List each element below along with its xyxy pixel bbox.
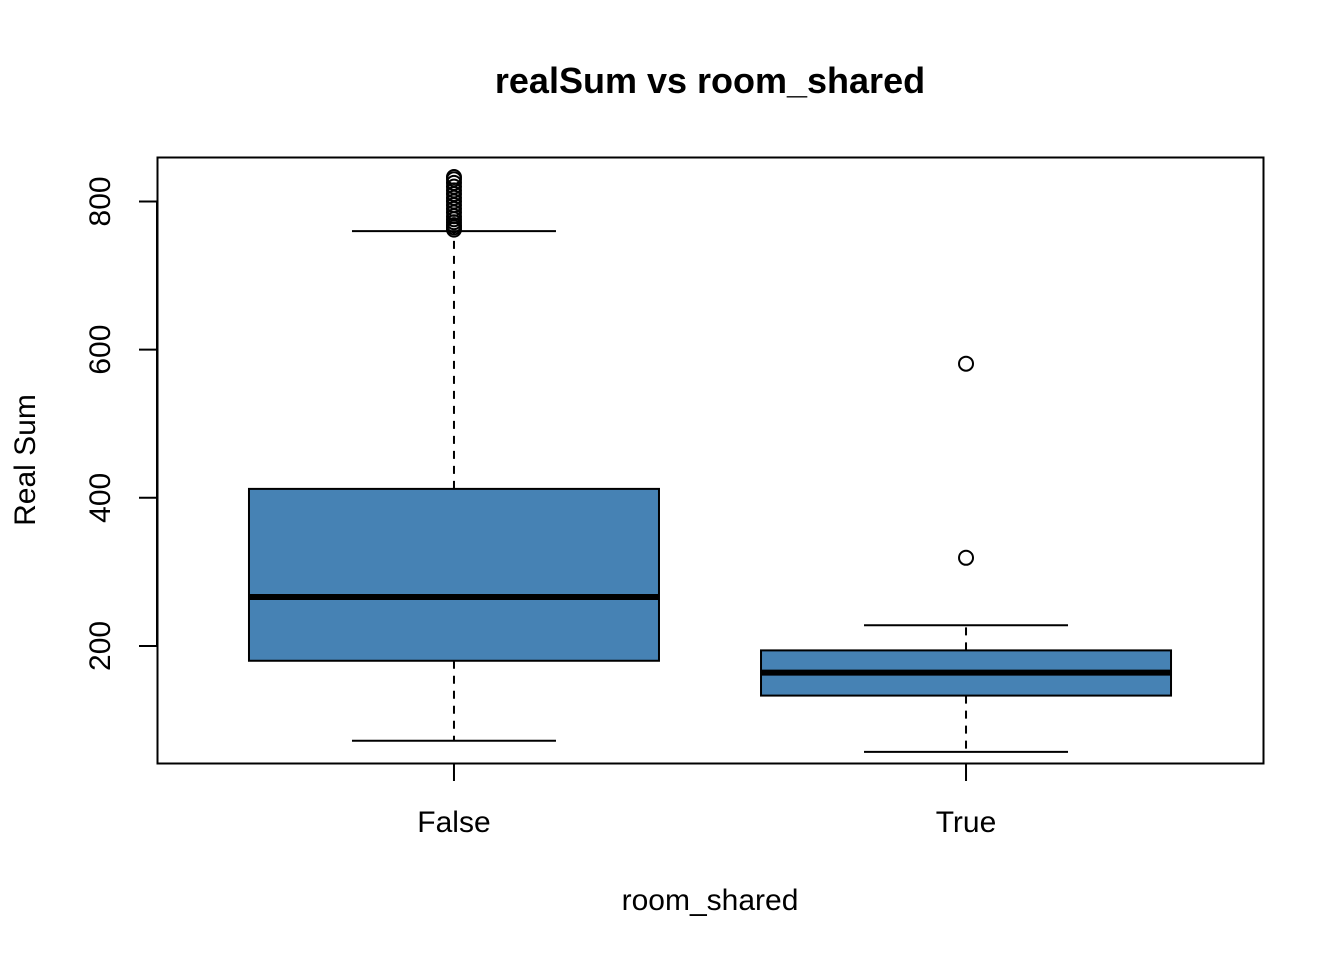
y-tick-label: 400 [84,473,117,523]
plot-frame [156,156,1265,765]
box-iqr [247,487,660,662]
x-tick-label: True [936,806,997,839]
y-tick-label: 200 [84,621,117,671]
y-tick-label: 600 [84,325,117,375]
outlier-point [445,169,462,186]
y-tick-label: 800 [84,176,117,226]
outlier-point [958,355,975,372]
x-tick-label: False [417,806,490,839]
x-axis-label: room_shared [622,884,799,917]
y-axis-label: Real Sum [9,394,42,526]
outlier-point [958,549,975,566]
chart-title: realSum vs room_shared [495,60,925,101]
